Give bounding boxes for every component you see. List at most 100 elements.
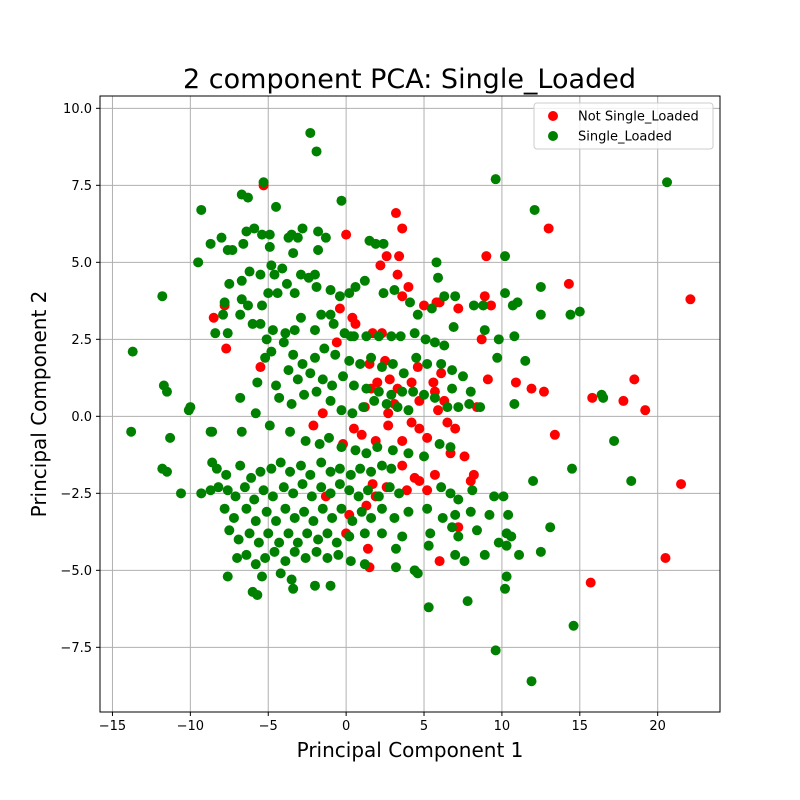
- data-point: [414, 476, 425, 486]
- data-point: [295, 460, 306, 471]
- data-point: [242, 192, 253, 203]
- data-point: [127, 346, 138, 357]
- data-point: [359, 559, 370, 570]
- data-point: [219, 297, 230, 308]
- data-point: [235, 460, 246, 471]
- data-point: [356, 429, 367, 440]
- data-point: [228, 512, 239, 523]
- data-point: [314, 439, 325, 450]
- data-point: [278, 482, 289, 493]
- x-axis-label: Principal Component 1: [297, 738, 524, 762]
- data-point: [479, 325, 490, 336]
- data-point: [453, 303, 464, 314]
- data-point: [267, 491, 278, 502]
- data-point: [403, 506, 414, 517]
- data-point: [397, 460, 408, 471]
- data-point: [353, 491, 364, 502]
- data-point: [157, 291, 168, 302]
- data-point: [464, 399, 475, 409]
- data-point: [450, 291, 461, 302]
- data-point: [239, 482, 250, 493]
- data-point: [345, 556, 356, 567]
- data-point: [510, 377, 521, 388]
- data-point: [419, 389, 430, 400]
- data-point: [361, 448, 372, 459]
- data-point: [193, 257, 204, 268]
- data-point: [327, 380, 338, 391]
- data-point: [471, 525, 482, 536]
- data-point: [323, 432, 334, 443]
- data-point: [366, 512, 377, 523]
- data-point: [235, 392, 246, 403]
- data-point: [341, 229, 352, 240]
- data-point: [283, 365, 294, 376]
- data-point: [255, 466, 266, 477]
- data-point: [244, 266, 255, 277]
- data-point: [490, 645, 501, 656]
- data-point: [271, 201, 282, 212]
- series-single-loaded: [126, 127, 673, 687]
- data-point: [344, 288, 355, 299]
- data-point: [272, 288, 283, 299]
- data-point: [266, 463, 277, 474]
- data-point: [292, 537, 303, 548]
- data-point: [378, 288, 389, 299]
- data-point: [406, 377, 417, 388]
- data-point: [317, 503, 328, 514]
- data-point: [526, 383, 537, 394]
- data-point: [311, 386, 322, 397]
- data-point: [236, 426, 247, 437]
- data-point: [442, 417, 453, 428]
- data-point: [397, 386, 408, 397]
- data-point: [271, 516, 282, 527]
- data-point: [257, 300, 268, 311]
- data-point: [520, 355, 531, 366]
- data-points: [126, 127, 696, 687]
- data-point: [501, 540, 512, 551]
- data-point: [280, 556, 291, 567]
- data-point: [373, 386, 384, 397]
- data-point: [297, 223, 308, 234]
- data-point: [484, 509, 495, 520]
- data-point: [211, 463, 222, 474]
- data-point: [372, 377, 383, 388]
- data-point: [302, 528, 313, 539]
- data-point: [309, 580, 320, 591]
- data-point: [397, 223, 408, 234]
- data-point: [359, 275, 370, 286]
- legend-marker-single-loaded: [548, 131, 558, 141]
- data-point: [394, 251, 405, 262]
- data-point: [247, 318, 258, 329]
- data-point: [401, 485, 412, 496]
- data-point: [543, 223, 554, 234]
- data-point: [345, 469, 356, 480]
- data-point: [376, 362, 387, 373]
- data-point: [336, 503, 347, 514]
- data-point: [500, 583, 511, 594]
- data-point: [370, 238, 381, 249]
- data-point: [434, 556, 445, 567]
- y-tick-label: 2.5: [71, 333, 92, 348]
- data-point: [609, 435, 620, 446]
- data-point: [313, 245, 324, 255]
- data-point: [309, 269, 320, 280]
- data-point: [459, 556, 470, 567]
- data-point: [390, 208, 401, 219]
- data-point: [266, 260, 277, 271]
- data-point: [465, 476, 476, 486]
- data-point: [476, 334, 487, 345]
- y-axis-label: Principal Component 2: [27, 291, 51, 518]
- data-point: [381, 399, 392, 409]
- data-point: [222, 485, 233, 496]
- data-point: [241, 503, 252, 514]
- data-point: [258, 177, 269, 188]
- data-point: [629, 374, 640, 385]
- data-point: [286, 574, 297, 585]
- data-point: [350, 281, 361, 292]
- data-point: [535, 281, 546, 292]
- data-point: [429, 337, 440, 348]
- data-point: [161, 466, 172, 477]
- data-point: [486, 300, 497, 311]
- data-point: [481, 251, 492, 262]
- data-point: [306, 491, 317, 502]
